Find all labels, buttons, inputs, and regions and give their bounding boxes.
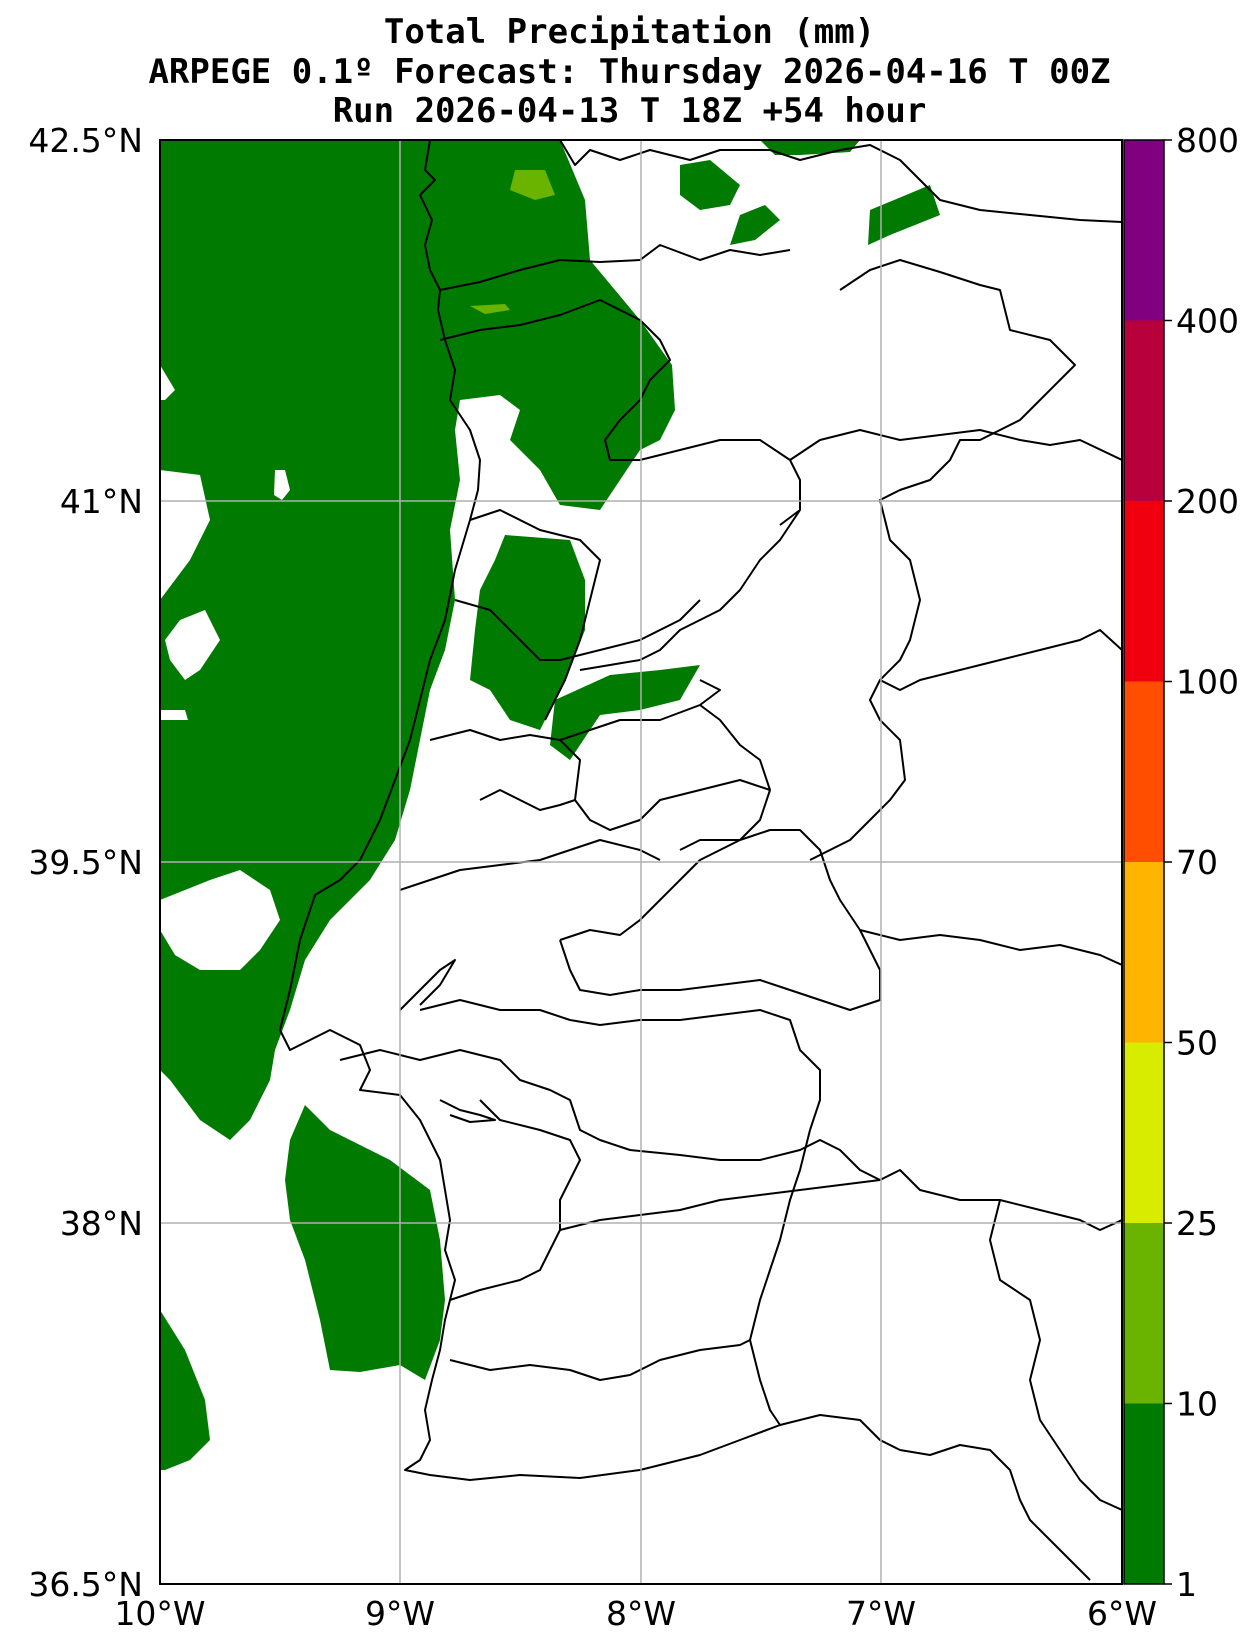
title-line-3: Run 2026-04-13 T 18Z +54 hour: [332, 91, 927, 131]
border-district-13: [559, 929, 881, 1011]
border-district-19: [449, 1339, 751, 1381]
border-district-3: [579, 509, 801, 671]
border-district-7: [879, 629, 1122, 691]
border-district-2: [789, 429, 1122, 461]
colorbar-segment: [1124, 681, 1164, 862]
colorbar-segment: [1124, 140, 1164, 321]
precip-inland-blob: [470, 535, 585, 730]
colorbar: 1 10 25 50 70 100 200 400 800: [1123, 121, 1239, 1604]
border-district-15: [339, 1049, 881, 1181]
lat-tick-label: 38°N: [60, 1204, 143, 1243]
border-district-11: [399, 839, 661, 891]
precip-gaps: [160, 365, 290, 970]
border-estuary-1: [399, 959, 456, 1011]
precip-southwest-blob: [160, 1310, 210, 1470]
lat-tick-label: 36.5°N: [28, 1565, 143, 1604]
colorbar-level-label: 10: [1176, 1385, 1218, 1424]
precip-north-blob-2: [730, 205, 780, 245]
colorbar-level-label: 400: [1176, 302, 1239, 341]
border-district-9: [559, 739, 771, 831]
lon-tick-labels: 10°W 9°W 8°W 7°W 6°W: [114, 1594, 1157, 1633]
lat-tick-label: 39.5°N: [28, 843, 143, 882]
border-district-14: [419, 999, 821, 1131]
border-district-10: [479, 789, 576, 811]
lat-tick-label: 41°N: [60, 482, 143, 521]
colorbar-segment: [1124, 1042, 1164, 1223]
precip-offshore-band: [160, 140, 675, 1140]
colorbar-level-label: 100: [1176, 663, 1239, 702]
colorbar-level-label: 800: [1176, 121, 1239, 160]
colorbar-level-label: 200: [1176, 482, 1239, 521]
border-north-1: [559, 140, 1122, 223]
colorbar-segment: [1124, 1403, 1164, 1584]
lon-tick-label: 7°W: [846, 1594, 916, 1633]
border-estuary-2: [439, 1099, 496, 1123]
precip-field-1-10mm: [160, 140, 940, 1470]
colorbar-segment: [1124, 1223, 1164, 1404]
border-east-portugal: [809, 259, 1076, 861]
border-district-18: [749, 1129, 811, 1426]
precip-north-blob-1: [680, 160, 740, 210]
lat-tick-label: 42.5°N: [28, 121, 143, 160]
lon-tick-label: 9°W: [365, 1594, 435, 1633]
map-frame: [159, 139, 1123, 1585]
precip-north-blob-3: [868, 185, 940, 245]
borders: [279, 140, 1122, 1581]
map-area: [160, 140, 1122, 1584]
lat-tick-labels: 42.5°N 41°N 39.5°N 38°N 36.5°N: [28, 121, 143, 1604]
title-line-2: ARPEGE 0.1º Forecast: Thursday 2026-04-1…: [148, 52, 1111, 92]
precip-small-blob-1: [550, 665, 700, 760]
precip-field-10-25mm: [470, 170, 555, 314]
lon-tick-label: 8°W: [606, 1594, 676, 1633]
colorbar-segment: [1124, 320, 1164, 501]
border-district-5: [454, 599, 701, 661]
lon-tick-label: 10°W: [114, 1594, 205, 1633]
colorbar-level-label: 70: [1176, 843, 1218, 882]
colorbar-level-label: 25: [1176, 1204, 1218, 1243]
border-district-16: [449, 1099, 581, 1301]
colorbar-segment: [1124, 501, 1164, 682]
border-spain-north: [439, 244, 791, 291]
colorbar-segment: [1124, 862, 1164, 1043]
precip-south-blob: [285, 1105, 445, 1380]
colorbar-level-label: 50: [1176, 1024, 1218, 1063]
gridlines: [160, 140, 1122, 1584]
border-district-12: [559, 829, 1122, 966]
border-district-20: [989, 1199, 1122, 1511]
colorbar-level-label: 1: [1176, 1565, 1197, 1604]
border-district-17: [559, 1169, 1122, 1231]
border-district-1: [439, 299, 801, 526]
coastline: [279, 140, 1091, 1581]
border-district-4: [469, 509, 601, 721]
title-line-1: Total Precipitation (mm): [383, 12, 876, 52]
lon-tick-label: 6°W: [1087, 1594, 1157, 1633]
border-district-6: [429, 679, 721, 741]
